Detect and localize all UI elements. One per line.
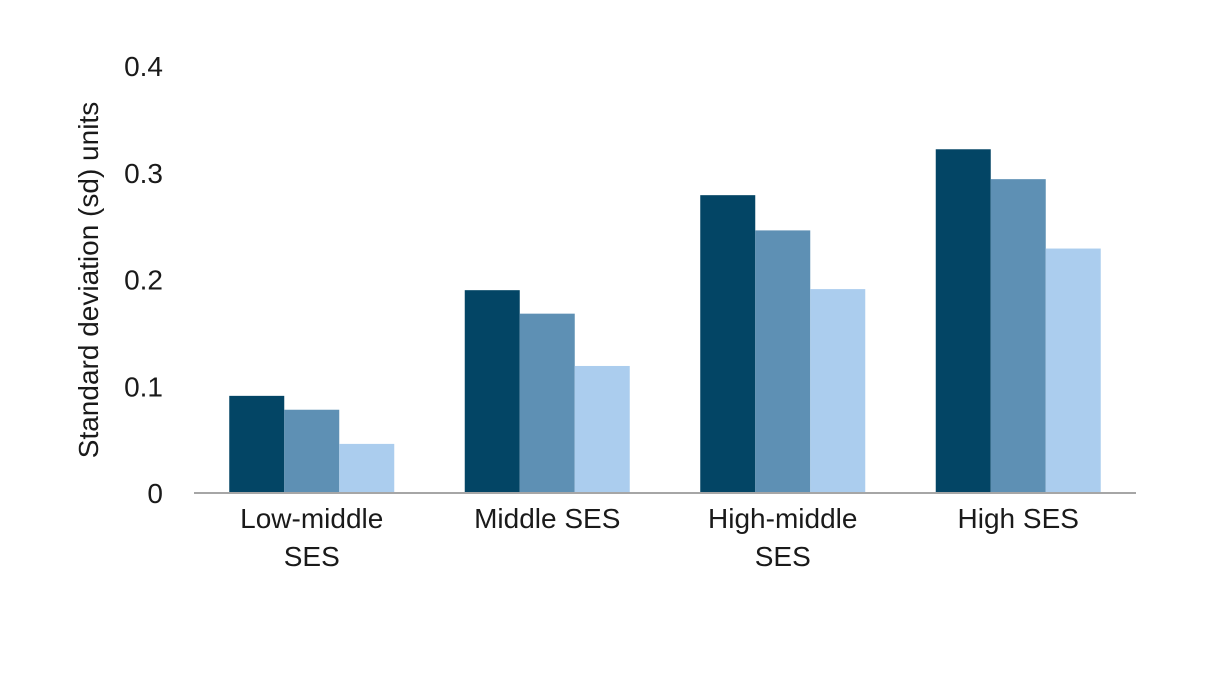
y-tick-label: 0 bbox=[147, 478, 163, 509]
x-category-label: Middle SES bbox=[474, 503, 620, 534]
x-category-label: SES bbox=[284, 541, 340, 572]
bar bbox=[700, 195, 756, 494]
bar bbox=[755, 230, 811, 493]
y-tick-label: 0.2 bbox=[124, 265, 163, 296]
bar bbox=[519, 313, 575, 493]
y-axis-title: Standard deviation (sd) units bbox=[73, 102, 104, 458]
bar bbox=[574, 365, 630, 493]
bars bbox=[229, 149, 1101, 494]
y-tick-label: 0.4 bbox=[124, 51, 163, 82]
bar bbox=[284, 409, 340, 493]
bar bbox=[1045, 248, 1101, 493]
bar bbox=[339, 443, 395, 493]
y-tick-label: 0.1 bbox=[124, 371, 163, 402]
x-category-label: High SES bbox=[958, 503, 1079, 534]
bar bbox=[464, 290, 520, 493]
bar bbox=[990, 179, 1046, 493]
bar bbox=[810, 289, 866, 493]
bar bbox=[229, 395, 285, 493]
x-category-label: High-middle bbox=[708, 503, 857, 534]
x-category-label: SES bbox=[755, 541, 811, 572]
x-category-label: Low-middle bbox=[240, 503, 383, 534]
y-axis-ticks: 0 0.1 0.2 0.3 0.4 bbox=[124, 51, 163, 509]
y-tick-label: 0.3 bbox=[124, 158, 163, 189]
category-labels: Low-middle SES Middle SES High-middle SES Hig… bbox=[240, 503, 1079, 572]
bar bbox=[935, 149, 991, 493]
